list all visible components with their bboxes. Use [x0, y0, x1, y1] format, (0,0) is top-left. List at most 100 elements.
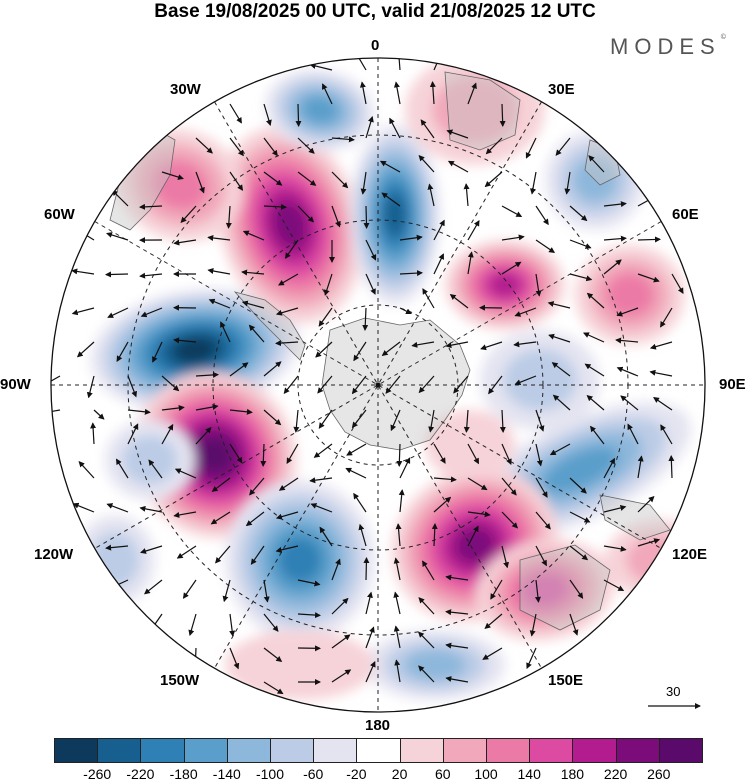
colorbar-tick-label: -60: [303, 766, 324, 782]
wind-arrow: [429, 81, 436, 105]
wind-arrow: [501, 443, 512, 466]
anomaly-contour: [605, 272, 655, 318]
wind-arrow: [195, 427, 212, 445]
wind-arrow: [275, 307, 299, 316]
wind-arrow: [93, 409, 105, 420]
wind-arrow: [211, 477, 231, 492]
colorbar-segment: [356, 738, 401, 763]
anomaly-contour: [487, 272, 523, 298]
wind-arrow: [525, 137, 537, 159]
wind-arrow: [445, 609, 469, 616]
wind-arrow: [225, 205, 232, 229]
wind-arrow: [319, 526, 333, 547]
wind-arrow: [358, 523, 367, 547]
wind-arrow: [603, 259, 622, 275]
wind-arrow: [535, 477, 548, 498]
wind-arrow: [603, 235, 627, 242]
wind-arrow: [229, 103, 242, 124]
wind-arrow: [331, 634, 351, 649]
modes-logo: MODES©: [610, 34, 726, 60]
wind-arrow: [399, 457, 411, 479]
colorbar-tick-label: 100: [474, 766, 498, 782]
wind-arrow: [569, 545, 589, 561]
wind-arrow: [453, 375, 469, 394]
wind-arrow: [490, 579, 503, 600]
wind-arrow: [499, 103, 506, 127]
wind-arrow: [501, 477, 517, 496]
wind-arrow: [180, 205, 197, 224]
wind-arrow: [488, 375, 503, 395]
wind-arrow: [362, 307, 369, 331]
wind-arrow: [351, 375, 367, 395]
wind-arrow: [309, 63, 333, 71]
wind-arrow: [215, 545, 231, 564]
wind-arrow: [331, 597, 349, 615]
anomaly-contour: [173, 337, 217, 363]
wind-arrow: [501, 545, 510, 569]
wind-arrow: [418, 154, 435, 173]
wind-arrow: [420, 119, 435, 139]
label-lon-120e: 120E: [672, 546, 708, 563]
wind-arrow: [229, 613, 236, 637]
wind-arrow: [586, 292, 605, 309]
wind-arrow: [139, 272, 163, 279]
wind-arrow: [297, 171, 317, 186]
wind-arrow: [399, 234, 423, 241]
wind-arrow: [433, 496, 452, 513]
wind-arrow: [393, 591, 401, 615]
colorbar-segment: [572, 738, 617, 763]
colorbar-segment: [226, 738, 271, 763]
wind-arrow: [263, 137, 278, 157]
anomaly-contour: [541, 446, 619, 494]
wind-arrow: [649, 369, 673, 377]
wind-arrow: [360, 171, 367, 195]
wind-arrow: [615, 337, 639, 344]
wind-arrow: [222, 579, 231, 603]
label-lon-90w: 90W: [0, 376, 31, 393]
wind-arrow: [365, 273, 376, 295]
anomaly-contour: [272, 201, 308, 249]
wind-arrow: [399, 270, 423, 277]
label-lon-60e: 60E: [672, 206, 699, 223]
wind-arrow: [467, 251, 474, 275]
wind-arrow: [445, 341, 469, 349]
wind-arrow: [552, 394, 571, 411]
wind-arrow: [363, 557, 370, 581]
wind-arrow: [278, 273, 299, 286]
colorbar-tick-label: -260: [83, 766, 112, 782]
wind-arrow: [547, 301, 571, 309]
wind-arrow: [161, 375, 180, 392]
wind-arrow: [116, 341, 129, 362]
south-pole-marker: [375, 382, 381, 388]
wind-arrow: [463, 183, 470, 207]
wind-arrow: [173, 511, 197, 518]
colorbar-segment: [270, 738, 315, 763]
wind-arrow: [467, 511, 491, 518]
wind-arrow: [173, 239, 197, 246]
wind-arrow: [322, 83, 333, 105]
colorbar-segment: [658, 738, 703, 763]
wind-arrow: [263, 409, 282, 426]
wind-arrow: [418, 631, 435, 649]
wind-arrow: [433, 219, 445, 241]
wind-arrow: [433, 443, 446, 464]
wind-arrow: [331, 669, 352, 683]
wind-arrow: [176, 545, 197, 559]
label-lon-60w: 60W: [44, 206, 75, 223]
wind-arrow: [297, 137, 315, 154]
wind-arrow: [467, 443, 480, 465]
wind-arrow: [463, 409, 470, 433]
colorbar-segment: [529, 738, 574, 763]
wind-arrow: [323, 273, 333, 296]
wind-arrow: [313, 443, 333, 458]
wind-arrow: [90, 422, 97, 445]
wind-arrow: [71, 268, 95, 275]
wind-arrow: [381, 192, 401, 207]
wind-arrow: [365, 239, 377, 261]
anomaly-contour: [384, 193, 406, 237]
anomaly-contour: [454, 526, 496, 564]
colorbar-segment: [615, 738, 660, 763]
wind-arrow: [297, 579, 321, 587]
wind-arrow: [446, 129, 469, 139]
reference-vector-label: 30: [666, 684, 681, 699]
